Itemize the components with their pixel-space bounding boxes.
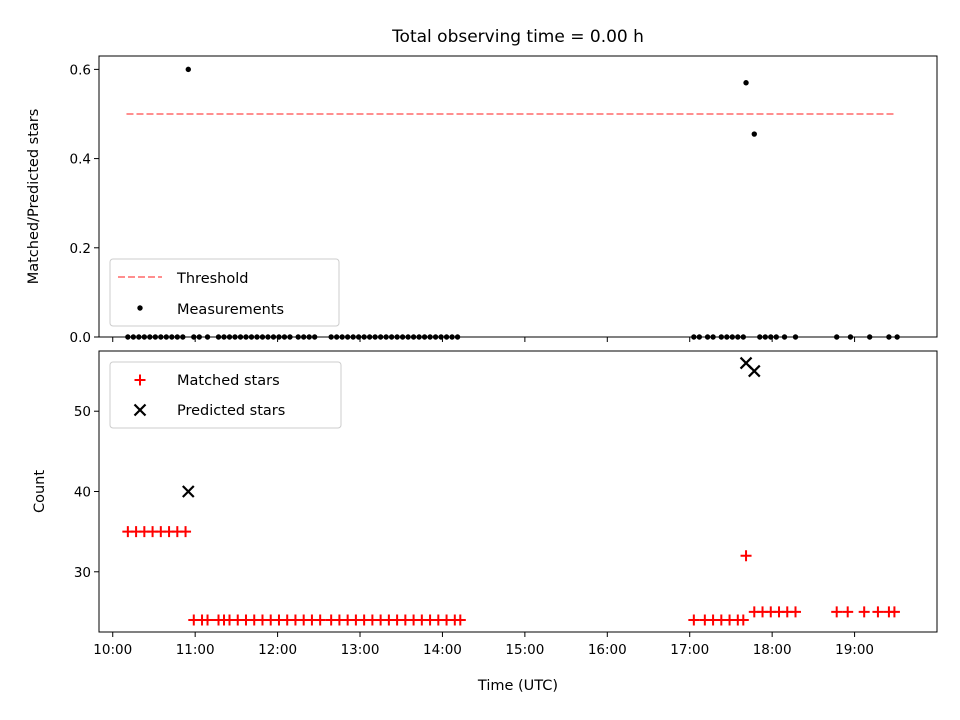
matched-star-point-42 (688, 614, 700, 626)
matched-star-point-56 (831, 606, 843, 618)
bottom-legend: Matched stars Predicted stars (109, 361, 342, 429)
legend-predicted-swatch (133, 403, 147, 417)
legend-matched-label: Matched stars (177, 373, 280, 389)
matched-star-point-7 (180, 526, 192, 538)
matched-star-point-58 (858, 606, 870, 618)
bottom-y-tick-label-1: 40 (74, 485, 91, 501)
chart-title: Total observing time = 0.00 h (391, 27, 644, 47)
bottom-y-tick-label-2: 50 (74, 404, 91, 420)
bottom-x-tick-label-1: 11:00 (176, 642, 215, 658)
bottom-y-axis-label: Count (32, 470, 48, 513)
top-y-axis-label: Matched/Predicted stars (26, 109, 42, 285)
bottom-x-tick-label-6: 16:00 (588, 642, 627, 658)
top-axes: 0.0 0.2 0.4 0.6 (70, 55, 938, 346)
legend-measurements-label: Measurements (177, 302, 284, 318)
bottom-x-tick-label-9: 19:00 (835, 642, 874, 658)
top-y-tick-label-3: 0.6 (70, 62, 91, 78)
matched-star-point-41 (454, 614, 466, 626)
bottom-x-tick-label-0: 10:00 (93, 642, 132, 658)
x-axis-label: Time (UTC) (477, 678, 558, 694)
predicted-star-point-2 (748, 364, 761, 378)
legend-matched-swatch (134, 374, 146, 386)
bottom-axes: 30 40 50 10:00 11:00 12:00 13:00 14:00 15:00 16:0… (74, 350, 938, 658)
bottom-x-tick-label-3: 13:00 (341, 642, 380, 658)
top-legend-box (109, 258, 340, 327)
bottom-y-tick-label-0: 30 (74, 565, 91, 581)
bottom-x-tick-label-5: 15:00 (505, 642, 544, 658)
bottom-axes-frame (98, 350, 938, 633)
legend-predicted-label: Predicted stars (177, 403, 285, 419)
bottom-x-tick-label-7: 17:00 (670, 642, 709, 658)
legend-threshold-label: Threshold (176, 271, 248, 287)
matched-star-point-24 (314, 614, 326, 626)
measurement-point-67 (751, 131, 757, 137)
matched-star-point-55 (790, 606, 802, 618)
matched-star-point-57 (842, 606, 854, 618)
top-y-tick-label-1: 0.2 (70, 241, 91, 257)
legend-measurements-swatch (137, 305, 143, 311)
top-y-tick-label-0: 0.0 (70, 330, 91, 346)
predicted-star-point-0 (182, 485, 195, 498)
top-legend: Threshold Measurements (109, 258, 340, 327)
matched-star-point-49 (740, 550, 752, 562)
bottom-x-tick-label-2: 12:00 (258, 642, 297, 658)
bottom-legend-box (109, 361, 342, 429)
matched-star-point-10 (202, 614, 214, 626)
top-axes-frame (98, 55, 938, 338)
measurement-point-11 (185, 66, 191, 73)
measurement-point-66 (743, 80, 749, 86)
top-y-tick-label-2: 0.4 (70, 152, 91, 168)
matched-star-point-48 (737, 614, 749, 626)
matched-star-point-59 (872, 606, 884, 618)
matched-star-point-61 (888, 606, 900, 618)
bottom-x-tick-label-8: 18:00 (753, 642, 792, 658)
bottom-x-tick-label-4: 14:00 (423, 642, 462, 658)
